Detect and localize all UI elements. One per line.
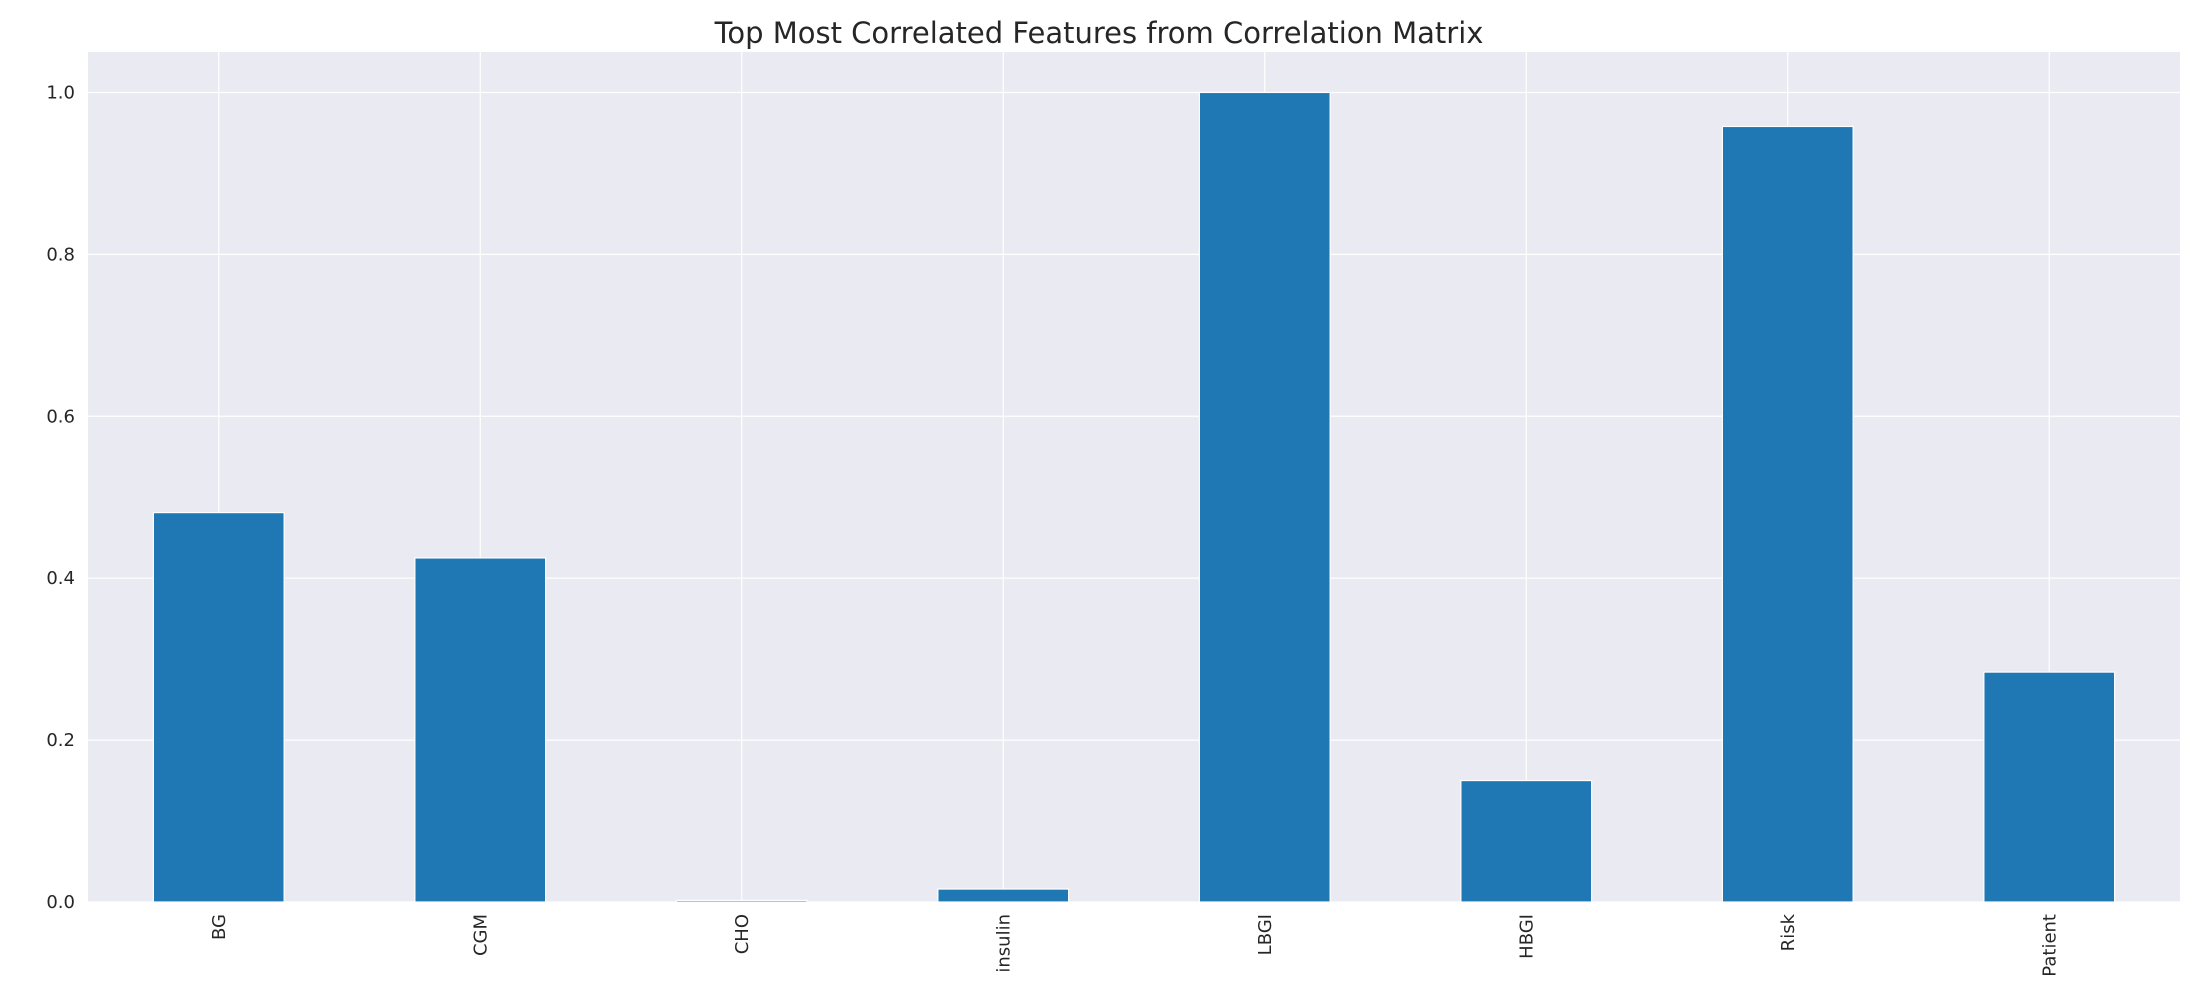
bar-cgm (414, 557, 547, 903)
bars (152, 91, 2116, 903)
bar-cho (675, 899, 808, 903)
y-tick-label: 0.6 (46, 406, 75, 427)
bar-risk (1721, 125, 1854, 903)
y-tick-label: 0.4 (46, 568, 75, 589)
bar-hbgi (1460, 779, 1593, 903)
bar-insulin (937, 888, 1070, 903)
x-tick-label: Patient (2039, 914, 2060, 977)
x-tick-label: CGM (470, 914, 491, 956)
x-tick-label: insulin (993, 914, 1014, 973)
chart-title: Top Most Correlated Features from Correl… (714, 16, 1484, 50)
y-tick-label: 1.0 (46, 82, 75, 103)
x-axis-ticks: BG CGM CHO insulin LBGI HBGI Risk Patient (209, 913, 2061, 976)
plot-area (88, 52, 2180, 902)
y-tick-label: 0.0 (46, 892, 75, 913)
x-tick-label: CHO (732, 914, 753, 954)
bar-patient (1983, 671, 2116, 903)
y-tick-label: 0.2 (46, 730, 75, 751)
x-tick-label: BG (209, 914, 230, 940)
x-tick-label: HBGI (1516, 914, 1537, 959)
bar-lbgi (1198, 91, 1331, 903)
x-tick-label: Risk (1778, 913, 1799, 951)
x-tick-label: LBGI (1255, 914, 1276, 955)
bar-bg (152, 512, 285, 903)
y-axis-ticks: 0.0 0.2 0.4 0.6 0.8 1.0 (46, 82, 75, 913)
y-tick-label: 0.8 (46, 244, 75, 265)
